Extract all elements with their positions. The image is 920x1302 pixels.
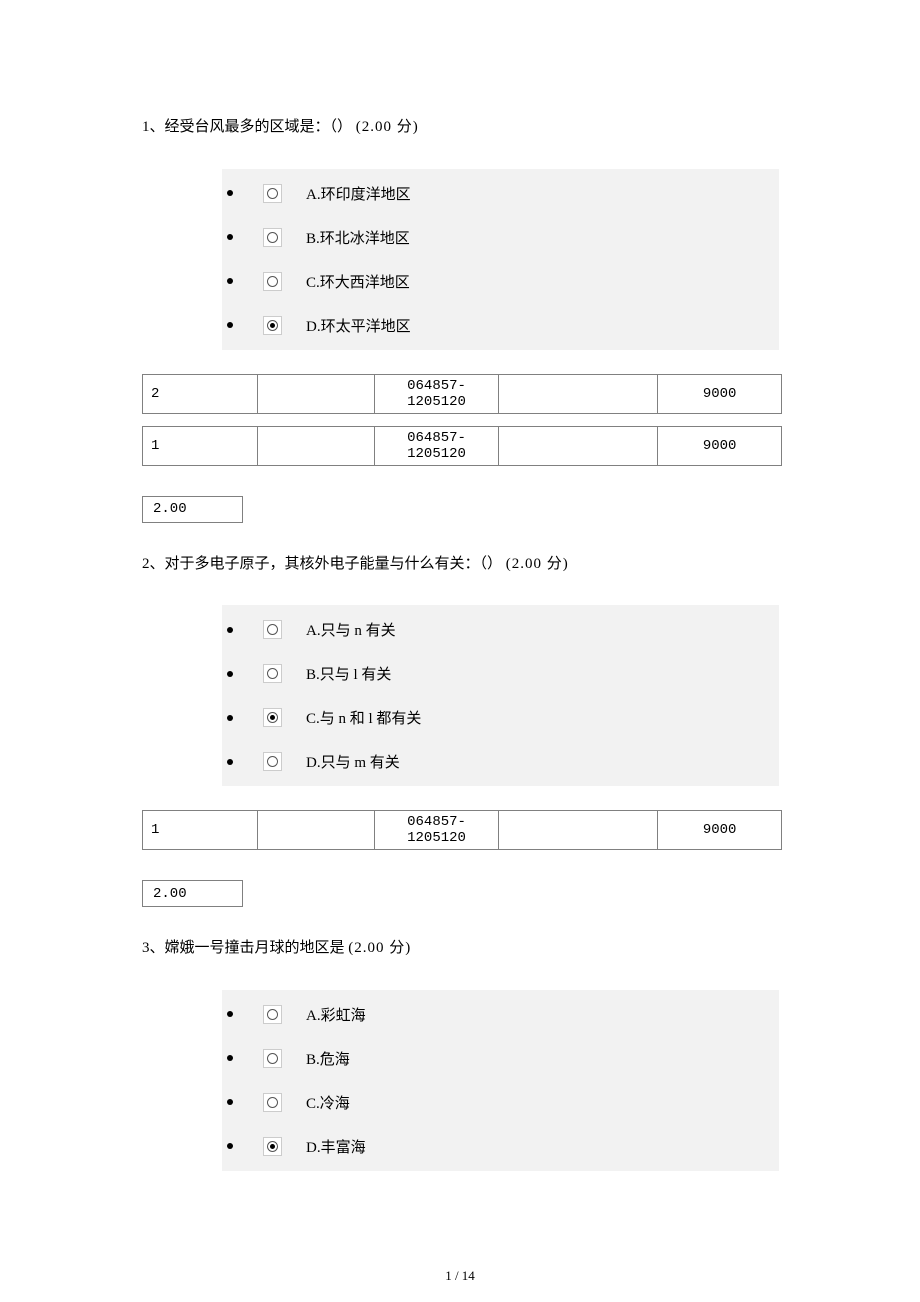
question-points: (2.00 分) bbox=[356, 119, 419, 135]
radio-button[interactable] bbox=[263, 1093, 282, 1112]
question-text: 3、嫦娥一号撞击月球的地区是 (2.00 分) bbox=[142, 937, 780, 960]
data-table: 1 064857-1205120 9000 bbox=[142, 810, 782, 850]
bullet-icon bbox=[227, 322, 233, 328]
bullet-icon bbox=[227, 1011, 233, 1017]
question-text: 1、经受台风最多的区域是：（） (2.00 分) bbox=[142, 116, 780, 139]
bullet-icon bbox=[227, 1055, 233, 1061]
table-cell: 9000 bbox=[658, 374, 782, 413]
option-label: C.冷海 bbox=[306, 1092, 350, 1113]
option-label: A.只与 n 有关 bbox=[306, 619, 396, 640]
radio-button[interactable] bbox=[263, 272, 282, 291]
radio-button[interactable] bbox=[263, 184, 282, 203]
table-cell bbox=[498, 374, 657, 413]
option-row[interactable]: C.冷海 bbox=[227, 1092, 767, 1113]
option-row[interactable]: D.丰富海 bbox=[227, 1136, 767, 1157]
table-cell: 064857-1205120 bbox=[375, 374, 499, 413]
question-text: 2、对于多电子原子，其核外电子能量与什么有关：（） (2.00 分) bbox=[142, 553, 780, 576]
option-row[interactable]: B.环北冰洋地区 bbox=[227, 227, 767, 248]
radio-button[interactable] bbox=[263, 752, 282, 771]
table-cell: 1 bbox=[143, 811, 258, 850]
data-table: 1 064857-1205120 9000 bbox=[142, 426, 782, 466]
bullet-icon bbox=[227, 715, 233, 721]
option-row[interactable]: C.与 n 和 l 都有关 bbox=[227, 707, 767, 728]
data-table: 2 064857-1205120 9000 bbox=[142, 374, 782, 414]
option-row[interactable]: A.只与 n 有关 bbox=[227, 619, 767, 640]
options-block: A.彩虹海 B.危海 C.冷海 D.丰富海 bbox=[222, 990, 779, 1171]
option-row[interactable]: B.只与 l 有关 bbox=[227, 663, 767, 684]
radio-button[interactable] bbox=[263, 1005, 282, 1024]
table-cell bbox=[257, 811, 375, 850]
option-row[interactable]: D.环太平洋地区 bbox=[227, 315, 767, 336]
bullet-icon bbox=[227, 627, 233, 633]
option-row[interactable]: B.危海 bbox=[227, 1048, 767, 1069]
bullet-icon bbox=[227, 671, 233, 677]
question-points: (2.00 分) bbox=[348, 940, 411, 956]
question-points: (2.00 分) bbox=[506, 556, 569, 572]
option-row[interactable]: C.环大西洋地区 bbox=[227, 271, 767, 292]
options-block: A.只与 n 有关 B.只与 l 有关 C.与 n 和 l 都有关 D.只与 m 有关 bbox=[222, 605, 779, 786]
bullet-icon bbox=[227, 278, 233, 284]
table-cell bbox=[257, 426, 375, 465]
radio-button[interactable] bbox=[263, 620, 282, 639]
option-label: B.环北冰洋地区 bbox=[306, 227, 410, 248]
bullet-icon bbox=[227, 1143, 233, 1149]
option-label: B.只与 l 有关 bbox=[306, 663, 391, 684]
option-label: D.丰富海 bbox=[306, 1136, 366, 1157]
option-label: C.环大西洋地区 bbox=[306, 271, 410, 292]
bullet-icon bbox=[227, 234, 233, 240]
radio-button[interactable] bbox=[263, 1137, 282, 1156]
options-block: A.环印度洋地区 B.环北冰洋地区 C.环大西洋地区 D.环太平洋地区 bbox=[222, 169, 779, 350]
table-cell: 9000 bbox=[658, 426, 782, 465]
table-cell bbox=[498, 426, 657, 465]
table-cell: 2 bbox=[143, 374, 258, 413]
table-cell: 9000 bbox=[658, 811, 782, 850]
bullet-icon bbox=[227, 1099, 233, 1105]
bullet-icon bbox=[227, 190, 233, 196]
score-cell: 2.00 bbox=[143, 881, 243, 907]
table-cell bbox=[257, 374, 375, 413]
option-label: D.环太平洋地区 bbox=[306, 315, 411, 336]
table-cell: 1 bbox=[143, 426, 258, 465]
score-cell: 2.00 bbox=[143, 496, 243, 522]
radio-button[interactable] bbox=[263, 708, 282, 727]
radio-button[interactable] bbox=[263, 228, 282, 247]
radio-button[interactable] bbox=[263, 664, 282, 683]
option-label: D.只与 m 有关 bbox=[306, 751, 400, 772]
bullet-icon bbox=[227, 759, 233, 765]
table-cell: 064857-1205120 bbox=[375, 426, 499, 465]
option-row[interactable]: A.环印度洋地区 bbox=[227, 183, 767, 204]
table-cell: 064857-1205120 bbox=[375, 811, 499, 850]
radio-button[interactable] bbox=[263, 1049, 282, 1068]
score-table: 2.00 bbox=[142, 496, 243, 523]
option-label: A.彩虹海 bbox=[306, 1004, 366, 1025]
radio-button[interactable] bbox=[263, 316, 282, 335]
option-row[interactable]: D.只与 m 有关 bbox=[227, 751, 767, 772]
page-footer: 1 / 14 bbox=[445, 1268, 475, 1284]
option-label: A.环印度洋地区 bbox=[306, 183, 411, 204]
table-cell bbox=[498, 811, 657, 850]
option-row[interactable]: A.彩虹海 bbox=[227, 1004, 767, 1025]
option-label: B.危海 bbox=[306, 1048, 350, 1069]
option-label: C.与 n 和 l 都有关 bbox=[306, 707, 421, 728]
score-table: 2.00 bbox=[142, 880, 243, 907]
